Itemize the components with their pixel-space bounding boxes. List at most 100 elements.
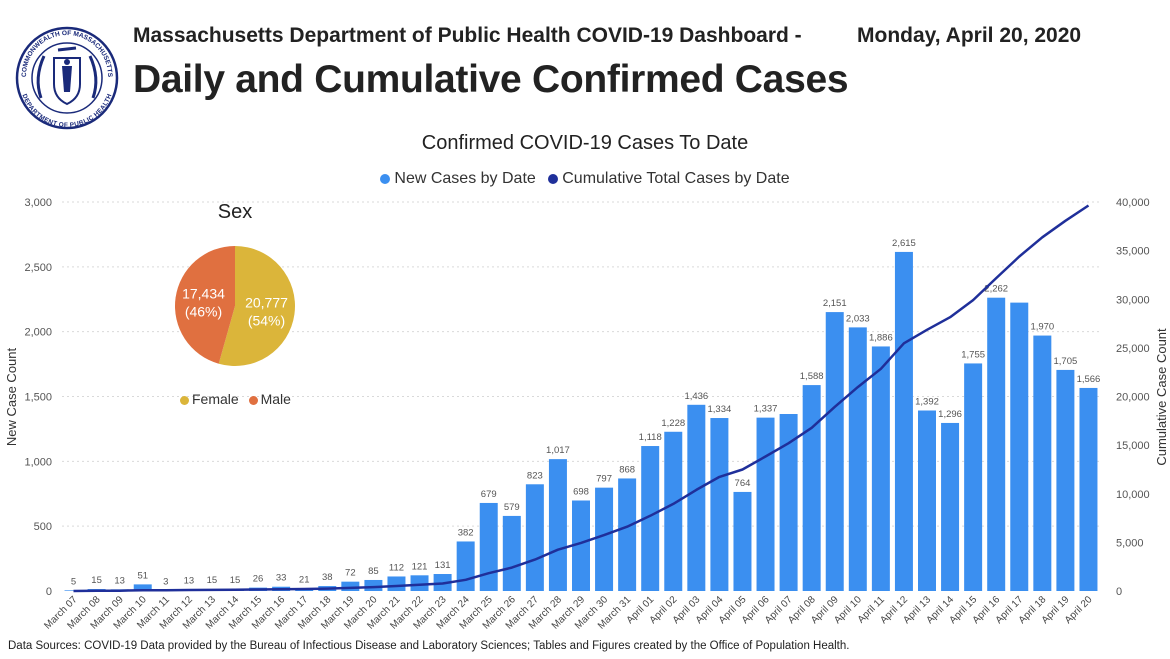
bar <box>1056 369 1075 591</box>
bar-data-label: 1,566 <box>1077 374 1101 385</box>
bar-data-label: 2,262 <box>984 284 1008 295</box>
bar-data-label: 26 <box>253 574 264 585</box>
bar-data-label: 679 <box>481 489 497 500</box>
legend-swatch-new-cases <box>380 173 391 184</box>
pie-percent-label: (54%) <box>248 312 285 328</box>
pie-value-label: 20,777 <box>245 294 288 310</box>
massachusetts-dph-seal: COMMONWEALTH OF MASSACHUSETTS DEPARTMENT… <box>15 26 119 130</box>
pie-legend-female: Female <box>180 391 239 407</box>
bar <box>618 478 637 591</box>
bar <box>710 418 729 591</box>
bar-data-label: 85 <box>368 566 379 577</box>
y-tick-label: 0 <box>46 586 52 598</box>
report-date: Monday, April 20, 2020 <box>857 24 1082 47</box>
y2-tick-label: 40,000 <box>1116 197 1150 209</box>
bar <box>456 541 475 591</box>
bar-data-label: 13 <box>184 575 195 586</box>
y-tick-label: 1,000 <box>24 456 52 468</box>
y2-tick-label: 15,000 <box>1116 440 1150 452</box>
pie-legend-label-male: Male <box>260 391 291 407</box>
bar-data-label: 797 <box>596 474 612 485</box>
dashboard-subtitle: Massachusetts Department of Public Healt… <box>133 24 802 47</box>
bar <box>387 576 406 591</box>
y2-tick-label: 25,000 <box>1116 343 1150 355</box>
bar-data-label: 698 <box>573 486 589 497</box>
bar-data-label: 1,334 <box>708 404 732 415</box>
y-tick-label: 2,000 <box>24 327 52 339</box>
bar-data-label: 15 <box>207 575 218 586</box>
chart-title: Confirmed COVID-19 Cases To Date <box>421 132 749 154</box>
legend-item-new-cases: New Cases by Date <box>380 170 536 188</box>
legend-swatch-cumulative <box>548 173 559 184</box>
bar-data-label: 1,886 <box>869 332 893 343</box>
page-title: Daily and Cumulative Confirmed Cases <box>133 58 849 101</box>
pie-legend-swatch-male <box>248 395 258 405</box>
pie-title: Sex <box>217 201 253 223</box>
bar <box>894 251 913 591</box>
pie-legend: Female Male <box>180 391 297 407</box>
bar-data-label: 868 <box>619 464 635 475</box>
y2-axis-title: Cumulative Case Count <box>1154 328 1169 466</box>
bar-data-label: 1,392 <box>915 397 939 408</box>
bar <box>502 515 521 591</box>
bar <box>825 312 844 591</box>
y2-tick-label: 10,000 <box>1116 489 1150 501</box>
bar-data-label: 2,033 <box>846 313 870 324</box>
legend-label-new-cases: New Cases by Date <box>394 170 536 187</box>
bar <box>1010 302 1029 591</box>
bar <box>133 584 152 591</box>
pie-legend-label-female: Female <box>192 391 239 407</box>
pie-percent-label: (46%) <box>185 304 222 320</box>
bar <box>964 363 983 591</box>
bar-data-label: 13 <box>114 575 125 586</box>
y-tick-label: 3,000 <box>24 197 52 209</box>
y2-tick-label: 0 <box>1116 586 1122 598</box>
bar-data-label: 33 <box>276 573 287 584</box>
bar-data-label: 15 <box>91 575 102 586</box>
bar <box>987 297 1006 591</box>
bar <box>595 487 614 591</box>
bar-data-label: 1,337 <box>754 404 778 415</box>
bar-data-label: 1,296 <box>938 409 962 420</box>
bar <box>779 414 798 591</box>
bar-data-label: 3 <box>163 577 168 588</box>
bar <box>548 459 567 591</box>
bar <box>1079 387 1098 591</box>
bar <box>364 579 383 591</box>
bar-data-label: 382 <box>458 527 474 538</box>
bar-data-label: 1,228 <box>661 418 685 429</box>
bar <box>687 404 706 591</box>
bar <box>1033 335 1052 591</box>
y2-tick-label: 35,000 <box>1116 246 1150 258</box>
pie-legend-male: Male <box>248 391 291 407</box>
bar <box>410 575 429 591</box>
chart-legend: New Cases by Date Cumulative Total Cases… <box>0 170 1170 188</box>
y2-tick-label: 20,000 <box>1116 392 1150 404</box>
legend-item-cumulative: Cumulative Total Cases by Date <box>548 170 790 188</box>
bar-data-label: 2,615 <box>892 238 916 249</box>
bar-data-label: 1,436 <box>684 391 708 402</box>
bar-data-label: 579 <box>504 502 520 513</box>
bar-data-label: 21 <box>299 574 310 585</box>
bar <box>572 500 590 591</box>
bar <box>525 484 544 591</box>
bar <box>871 346 890 591</box>
y-tick-label: 500 <box>34 521 52 533</box>
bar-data-label: 1,588 <box>800 371 824 382</box>
legend-label-cumulative: Cumulative Total Cases by Date <box>562 170 790 187</box>
bar-data-label: 15 <box>230 575 241 586</box>
pie-value-label: 17,434 <box>182 286 225 302</box>
bar-data-label: 1,705 <box>1054 356 1078 367</box>
bar-data-label: 2,151 <box>823 298 847 309</box>
bar <box>756 417 775 591</box>
bar-data-label: 1,755 <box>961 349 985 360</box>
bar-data-label: 1,970 <box>1030 322 1054 333</box>
pie-slice-female <box>218 246 296 366</box>
bar-data-label: 823 <box>527 470 543 481</box>
bar-data-label: 1,017 <box>546 445 570 456</box>
y-tick-label: 1,500 <box>24 392 52 404</box>
bar <box>641 446 660 591</box>
bar-data-label: 1,118 <box>639 432 662 443</box>
bar-data-label: 121 <box>412 561 428 572</box>
bar-data-label: 764 <box>735 478 751 489</box>
